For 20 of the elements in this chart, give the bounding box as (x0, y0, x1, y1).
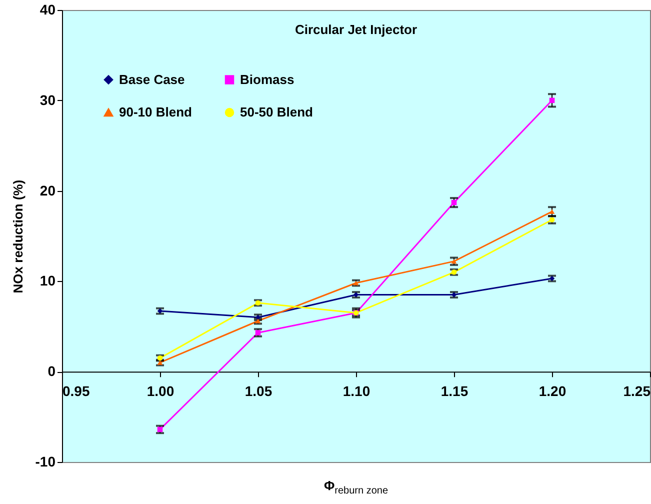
legend-label: Base Case (119, 72, 185, 87)
y-tick-label: 40 (40, 2, 56, 18)
legend-label: 90-10 Blend (119, 104, 192, 120)
y-tick-label: 30 (40, 92, 56, 108)
y-tick-label: 0 (48, 363, 56, 380)
y-tick-label: 20 (40, 182, 56, 198)
legend-label: 50-50 Blend (240, 104, 314, 120)
x-tick-label: 1.05 (244, 383, 272, 400)
x-tick-label: 1.15 (440, 383, 468, 400)
x-axis-title: Φ$_{reburn zone}$ (322, 478, 390, 497)
x-tick-label: 0.95 (62, 383, 90, 400)
y-tick-label: 10 (40, 272, 56, 289)
y-axis-title: NOx reduction (%) (10, 180, 26, 294)
y-tick-label: -10 (35, 454, 56, 470)
x-tick-label: 1.25 (623, 383, 651, 400)
x-tick-label: 1.20 (538, 383, 566, 400)
x-tick-label: 1.00 (146, 383, 174, 400)
text: Circular Jet Injector (294, 22, 418, 37)
legend-label: Biomass (240, 72, 294, 87)
x-tick-label: 1.10 (342, 383, 370, 400)
